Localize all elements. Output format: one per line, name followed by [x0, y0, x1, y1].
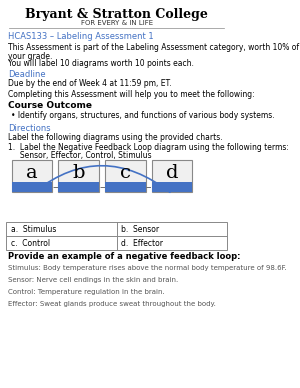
Text: –: –	[52, 182, 58, 192]
Text: Stimulus: Body temperature rises above the normal body temperature of 98.6F.: Stimulus: Body temperature rises above t…	[8, 265, 286, 271]
Bar	[152, 182, 192, 192]
Bar	[58, 160, 99, 192]
Text: Completing this Assessment will help you to meet the following:: Completing this Assessment will help you…	[8, 90, 254, 99]
Text: FOR EVERY & IN LIFE: FOR EVERY & IN LIFE	[81, 20, 153, 26]
Bar	[58, 182, 99, 192]
Text: Sensor, Effector, Control, Stimulus: Sensor, Effector, Control, Stimulus	[8, 151, 152, 160]
Text: Sensor: Nerve cell endings in the skin and brain.: Sensor: Nerve cell endings in the skin a…	[8, 277, 178, 283]
Bar	[12, 160, 52, 192]
Text: a: a	[26, 164, 38, 182]
Text: –: –	[99, 182, 105, 192]
Text: d: d	[166, 164, 178, 182]
Text: –: –	[146, 182, 152, 192]
Text: d.  Effector: d. Effector	[122, 239, 164, 248]
FancyArrowPatch shape	[36, 166, 170, 192]
Text: 1.  Label the Negative Feedback Loop diagram using the following terms:: 1. Label the Negative Feedback Loop diag…	[8, 143, 289, 152]
Text: your grade.: your grade.	[8, 52, 52, 61]
Bar	[6, 222, 227, 250]
Text: Due by the end of Week 4 at 11:59 pm, ET.: Due by the end of Week 4 at 11:59 pm, ET…	[8, 79, 171, 88]
Text: c: c	[120, 164, 131, 182]
Text: Provide an example of a negative feedback loop:: Provide an example of a negative feedbac…	[8, 252, 240, 261]
Text: You will label 10 diagrams worth 10 points each.: You will label 10 diagrams worth 10 poin…	[8, 59, 194, 68]
Bar	[152, 160, 192, 192]
Text: • Identify organs, structures, and functions of various body systems.: • Identify organs, structures, and funct…	[11, 111, 274, 120]
Text: Course Outcome: Course Outcome	[8, 101, 92, 110]
Text: This Assessment is part of the Labeling Assessment category, worth 10% of: This Assessment is part of the Labeling …	[8, 43, 299, 52]
Bar	[105, 160, 146, 192]
Text: Control: Temperature regulation in the brain.: Control: Temperature regulation in the b…	[8, 289, 164, 295]
Text: HCAS133 – Labeling Assessment 1: HCAS133 – Labeling Assessment 1	[8, 32, 153, 41]
Text: Effector: Sweat glands produce sweat throughout the body.: Effector: Sweat glands produce sweat thr…	[8, 301, 216, 307]
Bar	[105, 182, 146, 192]
Text: b: b	[72, 164, 85, 182]
Text: a.  Stimulus: a. Stimulus	[11, 225, 56, 234]
Text: Deadline: Deadline	[8, 70, 45, 79]
Bar	[12, 182, 52, 192]
Text: b.  Sensor: b. Sensor	[122, 225, 160, 234]
Text: Label the following diagrams using the provided charts.: Label the following diagrams using the p…	[8, 133, 222, 142]
Text: Directions: Directions	[8, 124, 50, 133]
Text: c.  Control: c. Control	[11, 239, 50, 248]
Text: Bryant & Stratton College: Bryant & Stratton College	[26, 8, 208, 21]
